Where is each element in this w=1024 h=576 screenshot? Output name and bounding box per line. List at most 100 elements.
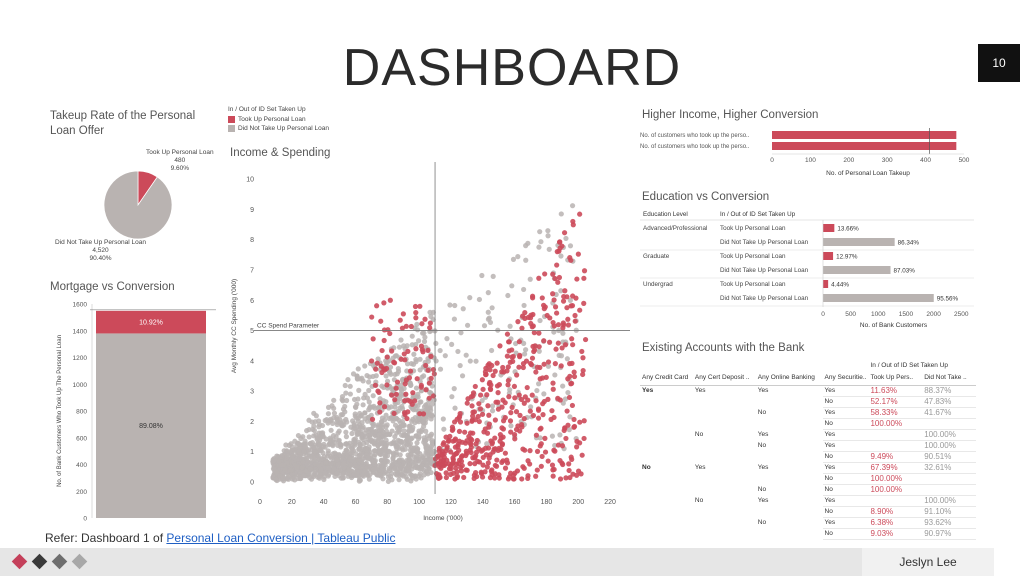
scatter-point: [381, 404, 388, 410]
scatter-point: [421, 330, 427, 336]
education-bar: [823, 238, 895, 246]
scatter-point: [505, 382, 511, 388]
scatter-point: [368, 412, 374, 418]
scatter-point: [435, 453, 441, 459]
scatter-point: [342, 382, 348, 389]
scatter-point: [502, 450, 508, 456]
scatter-point: [427, 320, 433, 326]
scatter-point: [480, 454, 486, 461]
scatter-point: [320, 444, 326, 450]
scatter-point: [437, 347, 443, 354]
scatter-point: [444, 443, 450, 450]
scatter-point: [397, 396, 403, 402]
scatter-point: [502, 415, 508, 421]
scatter-point: [370, 373, 376, 380]
scatter-point: [540, 401, 546, 407]
scatter-point: [569, 203, 576, 209]
mortgage-chart[interactable]: 0 200 400 600 800 1000 1200 1400 1600 No. of Bank…: [44, 296, 224, 528]
scatter-xtick-label: 0: [258, 499, 262, 506]
scatter-point: [582, 336, 589, 343]
scatter-point: [581, 418, 587, 424]
income-chart[interactable]: No. of customers who took up the perso..…: [638, 124, 978, 180]
scatter-point: [511, 476, 517, 482]
mortgage-ytick-label: 400: [76, 462, 87, 469]
table-cell: Yes: [757, 386, 769, 394]
scatter-point: [444, 336, 450, 342]
scatter-point: [366, 399, 372, 405]
pie-chart[interactable]: [100, 170, 180, 240]
education-col-header: Education Level: [643, 211, 688, 218]
education-level-label: Advanced/Professional: [643, 225, 707, 232]
reference-link[interactable]: Personal Loan Conversion | Tableau Publi…: [166, 531, 396, 545]
scatter-point: [325, 411, 332, 417]
education-chart[interactable]: Education Level In / Out of ID Set Taken …: [638, 207, 978, 331]
scatter-point: [499, 425, 505, 431]
scatter-point: [537, 443, 543, 449]
legend-item-took[interactable]: Took Up Personal Loan: [228, 116, 329, 123]
table-cell: [922, 418, 976, 430]
scatter-point: [541, 361, 547, 367]
scatter-point: [412, 398, 418, 404]
scatter-point: [561, 293, 567, 300]
scatter-point: [484, 392, 490, 398]
table-row: No 9.03% 90.97%: [640, 528, 976, 540]
scatter-ytick-label: 7: [250, 267, 254, 274]
education-set-label: Took Up Personal Loan: [720, 281, 786, 288]
scatter-point: [568, 381, 574, 387]
education-set-label: Did Not Take Up Personal Loan: [720, 267, 809, 274]
scatter-point: [552, 275, 558, 282]
scatter-point: [487, 367, 493, 373]
scatter-point: [550, 473, 556, 479]
scatter-point: [404, 464, 410, 470]
scatter-point: [356, 387, 362, 393]
scatter-point: [488, 347, 495, 354]
scatter-point: [528, 404, 534, 410]
scatter-point: [472, 461, 478, 467]
table-cell: [756, 473, 823, 484]
scatter-point: [409, 333, 415, 339]
scatter-point: [528, 312, 534, 318]
scatter-point: [419, 466, 425, 472]
education-level-label: Graduate: [643, 253, 670, 260]
scatter-point: [531, 330, 537, 336]
income-category-label: No. of customers who took up the perso..: [640, 144, 750, 150]
accounts-col-header: Took Up Pers..: [870, 374, 914, 382]
scatter-point: [519, 325, 525, 331]
scatter-point: [445, 438, 452, 444]
scatter-point: [550, 271, 556, 277]
scatter-point: [555, 279, 561, 285]
scatter-point: [473, 453, 479, 459]
income-bar: [772, 142, 957, 150]
scatter-point: [458, 454, 465, 460]
scatter-point: [383, 424, 389, 430]
scatter-point: [389, 392, 395, 398]
table-cell: 93.62%: [922, 517, 976, 529]
scatter-ytick-label: 0: [250, 480, 254, 487]
scatter-point: [569, 360, 575, 366]
scatter-point: [343, 390, 349, 396]
scatter-point: [375, 356, 381, 362]
scatter-point: [512, 470, 518, 476]
accounts-col-header: Any Credit Card: [642, 374, 689, 382]
scatter-point: [318, 467, 324, 473]
accounts-table: In / Out of ID Set Taken Up Any Credit C…: [640, 360, 976, 540]
legend-item-not[interactable]: Did Not Take Up Personal Loan: [228, 125, 329, 132]
scatter-point: [433, 340, 439, 347]
table-row: No Yes 58.33% 41.67%: [640, 407, 976, 419]
scatter-point: [415, 403, 421, 409]
table-cell: No: [822, 451, 869, 463]
scatter-point: [343, 447, 350, 453]
scatter-ytick-label: 1: [250, 449, 254, 456]
scatter-point: [296, 448, 302, 455]
table-cell: [640, 517, 693, 528]
scatter-point: [485, 316, 492, 322]
scatter-point: [393, 391, 399, 397]
scatter-point: [574, 444, 580, 450]
scatter-point: [398, 420, 404, 426]
scatter-point: [444, 457, 450, 463]
scatter-point: [428, 431, 435, 437]
scatter-point: [472, 417, 478, 423]
scatter-point: [560, 320, 566, 326]
scatter-point: [537, 229, 543, 235]
